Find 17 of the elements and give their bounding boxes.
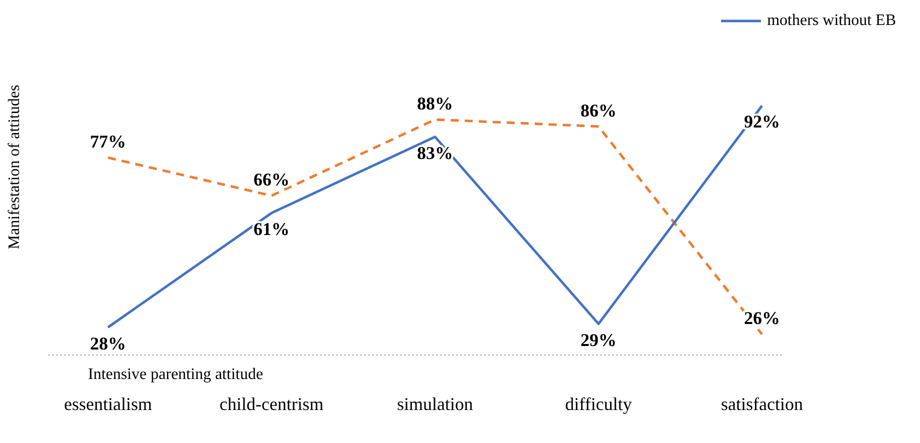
data-label: 83% bbox=[417, 142, 453, 163]
data-label: 66% bbox=[254, 170, 290, 190]
x-tick-label: simulation bbox=[397, 394, 473, 414]
x-tick-label: child-centrism bbox=[220, 394, 324, 414]
x-axis-title: Intensive parenting attitude bbox=[88, 366, 264, 384]
data-label: 86% bbox=[580, 100, 616, 120]
data-label: 28% bbox=[90, 333, 126, 354]
data-label: 29% bbox=[580, 330, 616, 350]
legend-label: mothers without EB bbox=[767, 12, 896, 30]
data-label: 88% bbox=[417, 94, 453, 114]
data-label: 61% bbox=[254, 219, 290, 240]
y-axis-title: Manifestation of attitudes bbox=[6, 84, 24, 252]
x-tick-label: essentialism bbox=[64, 394, 152, 414]
data-label: 26% bbox=[744, 308, 780, 328]
data-label: 77% bbox=[90, 132, 126, 152]
x-tick-label: satisfaction bbox=[721, 394, 803, 414]
x-tick-label: difficulty bbox=[565, 394, 632, 414]
